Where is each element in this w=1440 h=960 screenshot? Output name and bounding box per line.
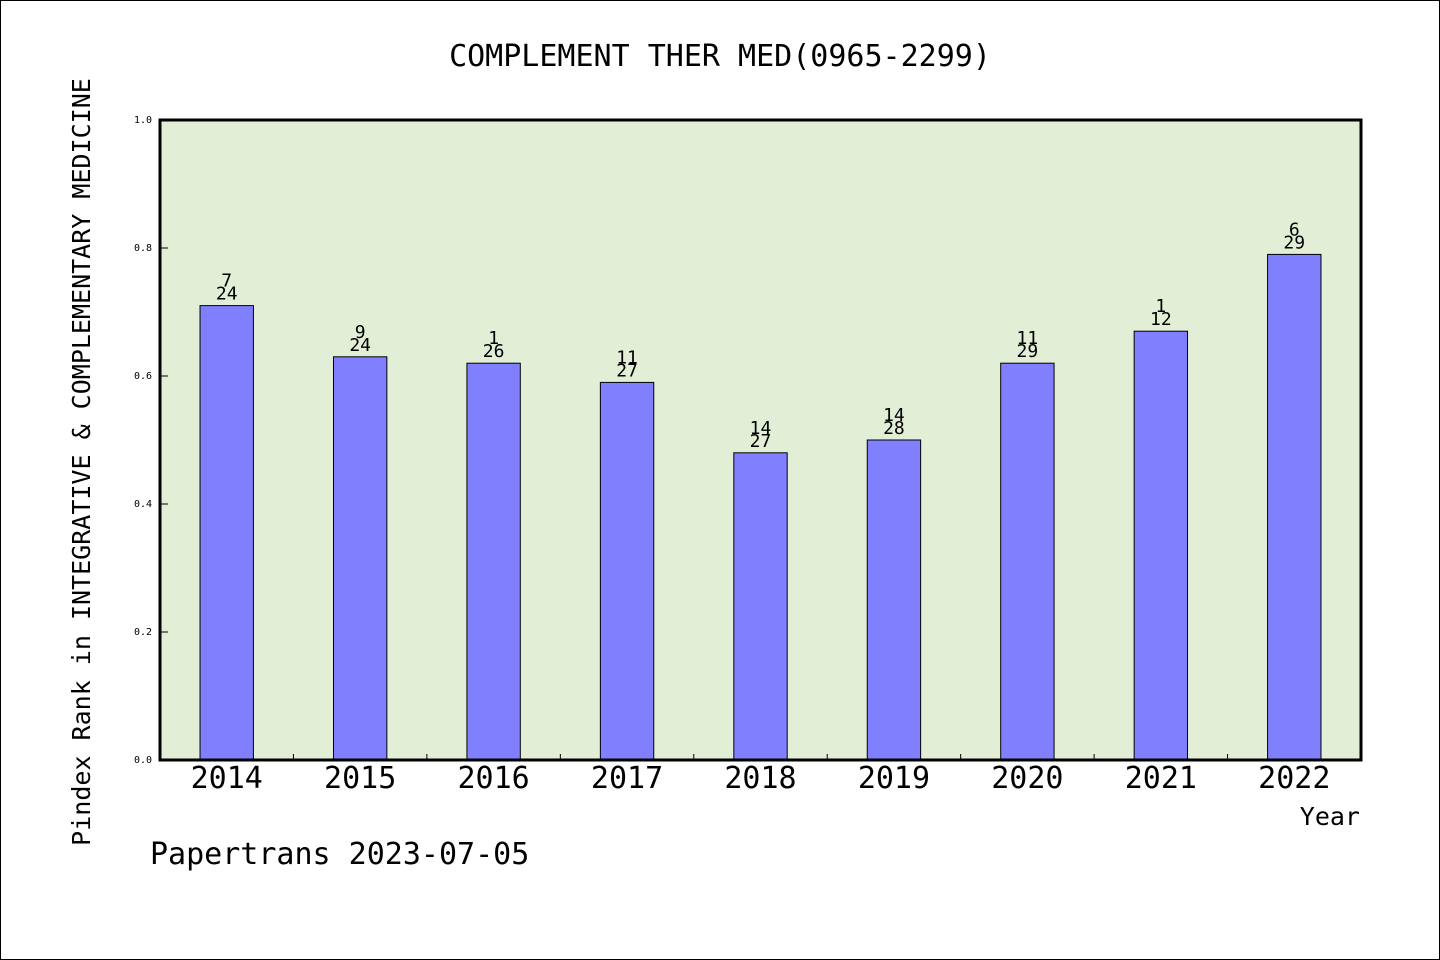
x-tick-label: 2022 xyxy=(1258,761,1330,796)
y-tick-label: 0.8 xyxy=(134,243,152,254)
bar-rank-label: 1 xyxy=(488,328,499,349)
x-tick-label: 2016 xyxy=(457,761,529,796)
bar-total-label: 27 xyxy=(750,431,772,452)
bar xyxy=(1267,253,1322,761)
bar xyxy=(866,439,922,761)
bars xyxy=(199,253,1322,761)
bar xyxy=(1000,362,1055,761)
x-tick-label: 2021 xyxy=(1125,761,1197,796)
y-tick-label: 0.0 xyxy=(134,755,152,766)
bar-rank-label: 11 xyxy=(1017,328,1039,349)
bar xyxy=(733,452,788,761)
y-tick-label: 1.0 xyxy=(134,115,152,126)
x-tick-label: 2018 xyxy=(724,761,796,796)
bar-total-label: 24 xyxy=(349,335,371,356)
bar-total-label: 29 xyxy=(1283,232,1305,253)
x-tick-label: 2019 xyxy=(858,761,930,796)
x-tick-label: 2014 xyxy=(191,761,263,796)
x-tick-label: 2017 xyxy=(591,761,663,796)
x-tick-label: 2015 xyxy=(324,761,396,796)
bar-total-label: 29 xyxy=(1017,341,1039,362)
x-axis-ticks: 2014 2015 2016 2017 2018 2019 2020 2021 2022 xyxy=(191,754,1330,796)
bar-rank-label: 14 xyxy=(883,405,905,426)
bar-rank-label: 1 xyxy=(1155,296,1166,317)
chart-title: COMPLEMENT THER MED(0965-2299) xyxy=(449,39,991,74)
bar-total-label: 27 xyxy=(616,360,638,381)
bar-rank-label: 6 xyxy=(1289,219,1300,240)
bar xyxy=(1133,330,1189,761)
bar xyxy=(466,362,521,761)
y-axis-label: Pindex Rank in INTEGRATIVE & COMPLEMENTA… xyxy=(67,78,96,846)
bar-total-label: 28 xyxy=(883,418,905,439)
bar-rank-label: 11 xyxy=(616,347,638,368)
bar xyxy=(199,305,254,761)
y-tick-label: 0.6 xyxy=(134,371,152,382)
bar-total-label: 12 xyxy=(1150,309,1172,330)
bar-total-label: 24 xyxy=(216,284,238,305)
x-tick-label: 2020 xyxy=(991,761,1063,796)
bar-total-label: 26 xyxy=(483,341,505,362)
bar-rank-label: 7 xyxy=(221,271,232,292)
y-tick-label: 0.4 xyxy=(134,499,152,510)
x-axis-label: Year xyxy=(1300,802,1360,831)
bar xyxy=(599,381,655,761)
bar-rank-label: 14 xyxy=(750,418,772,439)
plot-frame xyxy=(158,118,1363,762)
bar-rank-label: 9 xyxy=(355,322,366,343)
footer-text: Papertrans 2023-07-05 xyxy=(150,837,529,872)
y-tick-label: 0.2 xyxy=(134,627,152,638)
bar xyxy=(332,356,388,761)
